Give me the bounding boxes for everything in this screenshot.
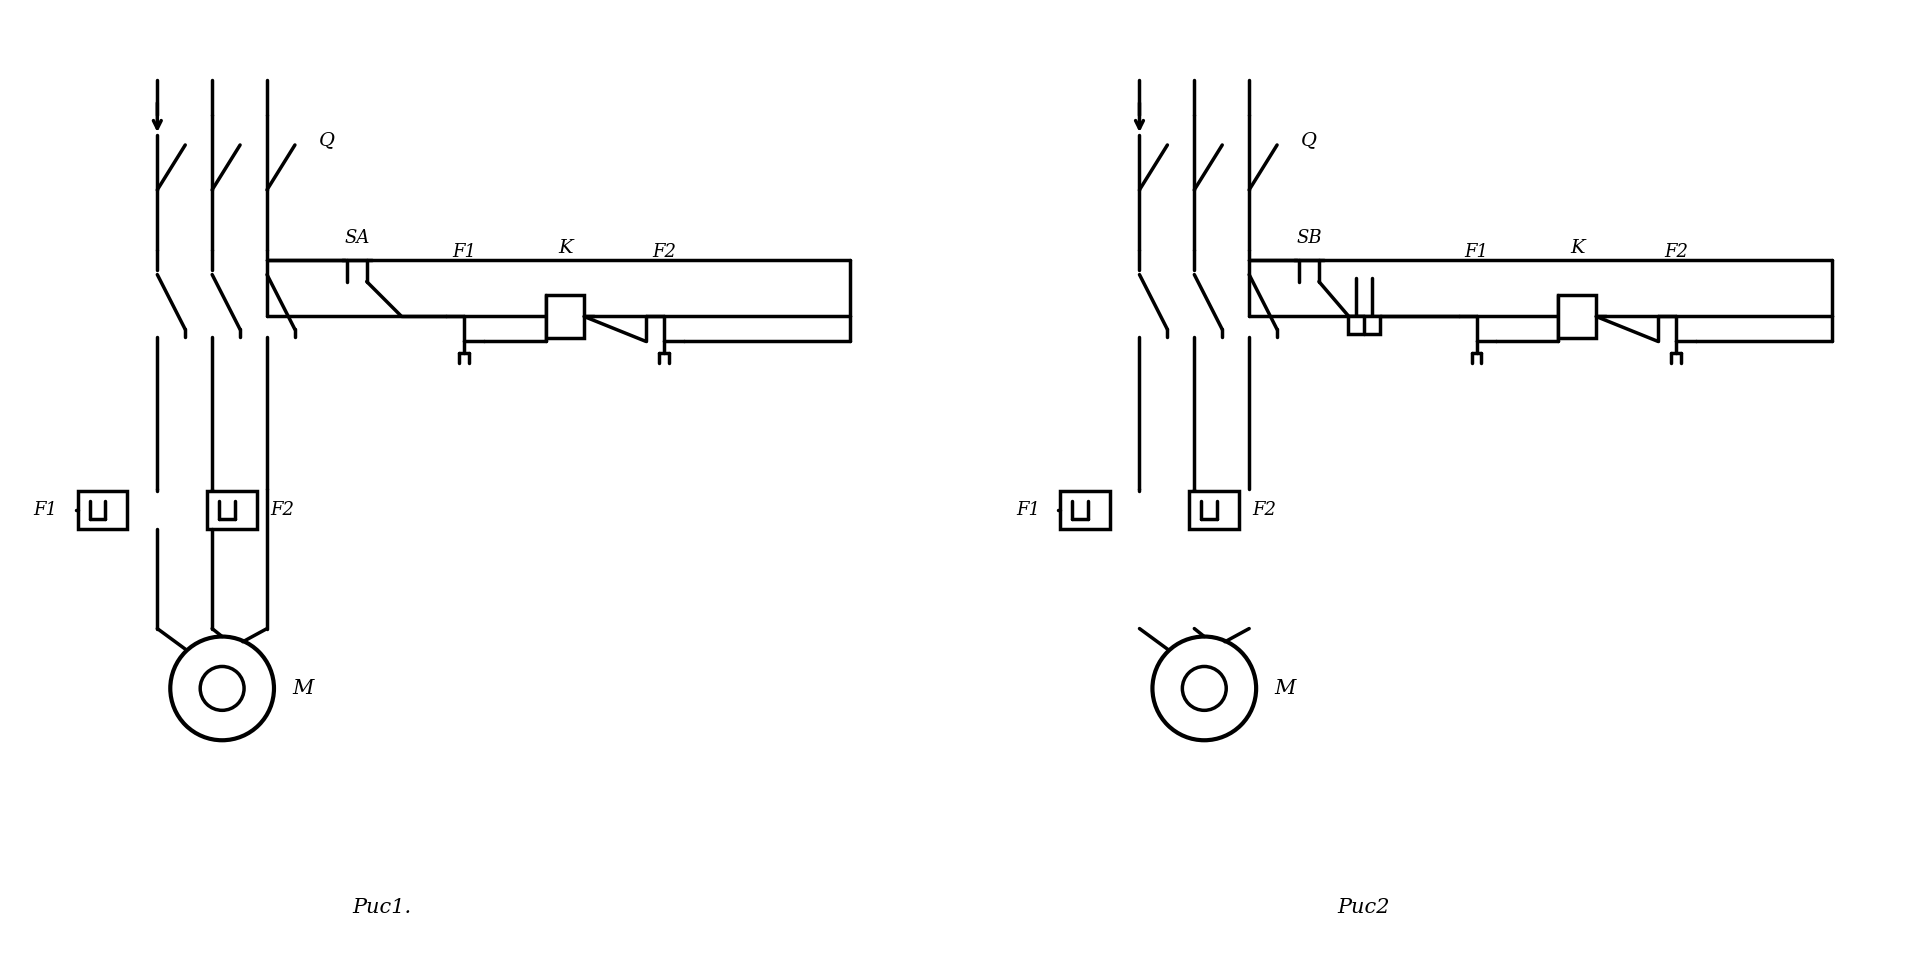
Text: Q: Q [1302,131,1317,149]
Text: Q: Q [319,131,334,149]
Text: F1: F1 [1016,501,1041,519]
Bar [77,491,127,529]
Bar [1348,316,1380,335]
Text: M: M [1275,679,1296,698]
Text: SB: SB [1296,228,1321,247]
Text: F2: F2 [1252,501,1277,519]
Text: K: K [559,239,572,256]
Bar [1060,491,1110,529]
Text: Рис1.: Рис1. [351,898,411,918]
Text: F2: F2 [653,243,676,260]
Text: M: M [292,679,313,698]
Bar [207,491,257,529]
Text: F1: F1 [453,243,476,260]
Text: SA: SA [344,228,369,247]
Text: F2: F2 [271,501,294,519]
Text: F1: F1 [35,501,58,519]
Text: F1: F1 [1465,243,1488,260]
Text: F2: F2 [1665,243,1688,260]
Bar [1559,295,1596,338]
Text: Рис2: Рис2 [1338,898,1390,918]
Bar [545,295,584,338]
Text: K: K [1571,239,1584,256]
Bar [1188,491,1238,529]
